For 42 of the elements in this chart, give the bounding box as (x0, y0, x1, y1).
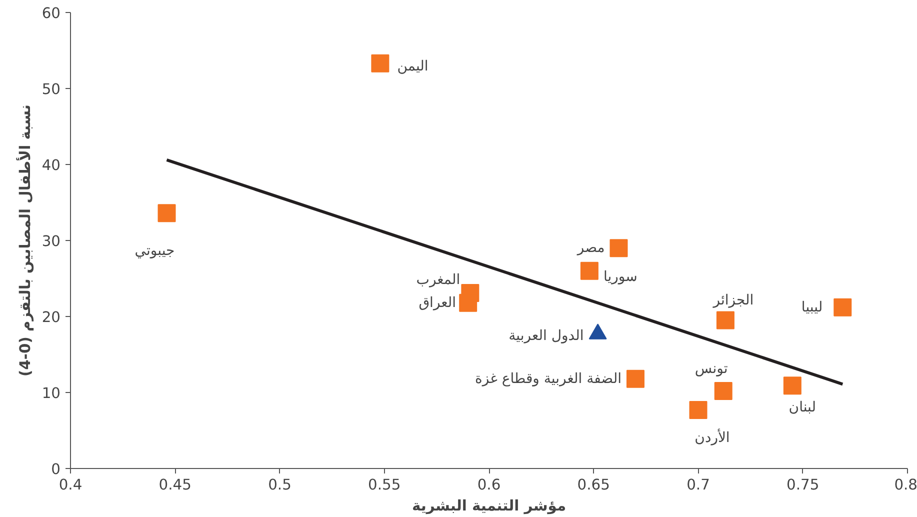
annotation: ليبيا (801, 299, 823, 316)
point (610, 239, 628, 258)
annotation: جيبوتي (134, 243, 175, 260)
x-tick-label: 0.75 (786, 476, 820, 494)
y-axis-title: نسبة الأطفال المصابين بالتقزم (0-4) (16, 104, 34, 376)
x-axis-title: مؤشر التنمية البشرية (412, 498, 566, 514)
x-tick-label: 0.65 (577, 476, 610, 494)
annotation: الدول العربية (508, 328, 584, 344)
point (580, 262, 598, 280)
point (371, 54, 390, 72)
point (716, 311, 734, 330)
x-tick-label: 0.55 (368, 476, 401, 494)
x-tick-label: 0.8 (894, 476, 917, 494)
point (626, 370, 644, 388)
y-tick-label: 30 (42, 233, 61, 250)
y-tick-label: 0 (51, 461, 61, 478)
annotation: المغرب (416, 272, 460, 288)
point (459, 294, 478, 312)
point (714, 382, 732, 400)
x-tick-label: 0.6 (477, 476, 501, 494)
y-tick-label: 50 (42, 81, 61, 98)
x-tick-label: 0.4 (58, 476, 82, 494)
annotation: تونس (694, 360, 728, 377)
x-tick-label: 0.45 (158, 476, 192, 494)
y-tick-label: 40 (42, 157, 61, 174)
point (689, 400, 708, 419)
annotation: مصر (576, 240, 605, 256)
annotation: الضفة الغربية وقطاع غزة (475, 370, 622, 387)
annotation: اليمن (397, 58, 428, 74)
point (783, 376, 802, 395)
annotation: سوريا (603, 268, 638, 285)
x-tick-label: 0.5 (268, 476, 292, 494)
annotation: العراق (418, 294, 456, 311)
annotation: الجزائر (712, 292, 754, 308)
point (834, 298, 852, 316)
y-tick-label: 20 (42, 309, 61, 326)
x-tick-label: 0.7 (686, 476, 710, 494)
y-tick-label: 10 (42, 385, 61, 402)
y-tick-label: 60 (42, 5, 61, 22)
annotation: الأردن (694, 428, 730, 446)
annotation: لبنان (788, 400, 816, 416)
point (158, 204, 176, 222)
